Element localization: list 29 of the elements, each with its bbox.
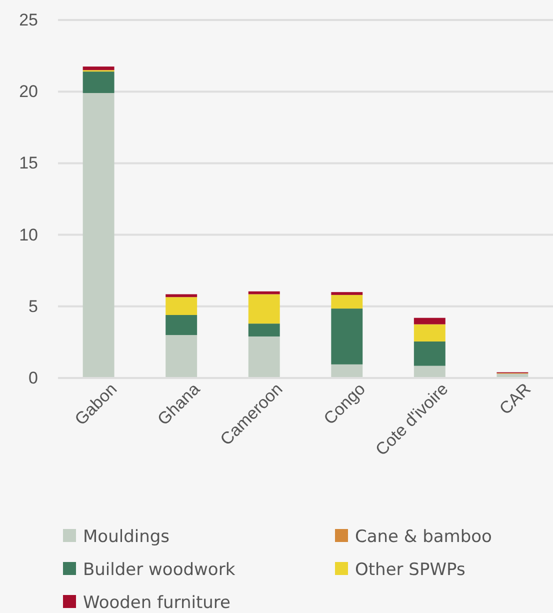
legend-label: Builder woodwork bbox=[83, 560, 236, 580]
bar bbox=[82, 72, 114, 94]
bar bbox=[414, 318, 446, 324]
bar bbox=[166, 314, 198, 336]
y-tick-label: 25 bbox=[19, 10, 38, 30]
bar bbox=[331, 364, 363, 378]
bar bbox=[248, 324, 280, 336]
y-tick-label: 15 bbox=[19, 154, 38, 173]
bar bbox=[248, 336, 280, 378]
bar bbox=[166, 297, 198, 315]
bar bbox=[414, 341, 446, 366]
legend-label: Other SPWPs bbox=[355, 560, 466, 580]
y-tick-label: 5 bbox=[28, 296, 38, 316]
bar bbox=[414, 324, 446, 342]
bar bbox=[82, 93, 114, 378]
legend-label: Mouldings bbox=[83, 526, 170, 547]
legend-label: Cane & bamboo bbox=[355, 526, 492, 547]
bar bbox=[82, 66, 114, 70]
bar bbox=[166, 335, 198, 378]
bar bbox=[331, 294, 363, 309]
legend-label: Wooden furniture bbox=[83, 592, 231, 613]
y-tick-label: 0 bbox=[28, 368, 38, 388]
y-tick-label: 20 bbox=[19, 82, 38, 102]
bar bbox=[166, 294, 198, 298]
bar bbox=[248, 294, 280, 324]
bar bbox=[331, 308, 363, 364]
y-tick-label: 10 bbox=[19, 225, 38, 244]
bar bbox=[414, 366, 446, 378]
bar bbox=[331, 292, 363, 295]
